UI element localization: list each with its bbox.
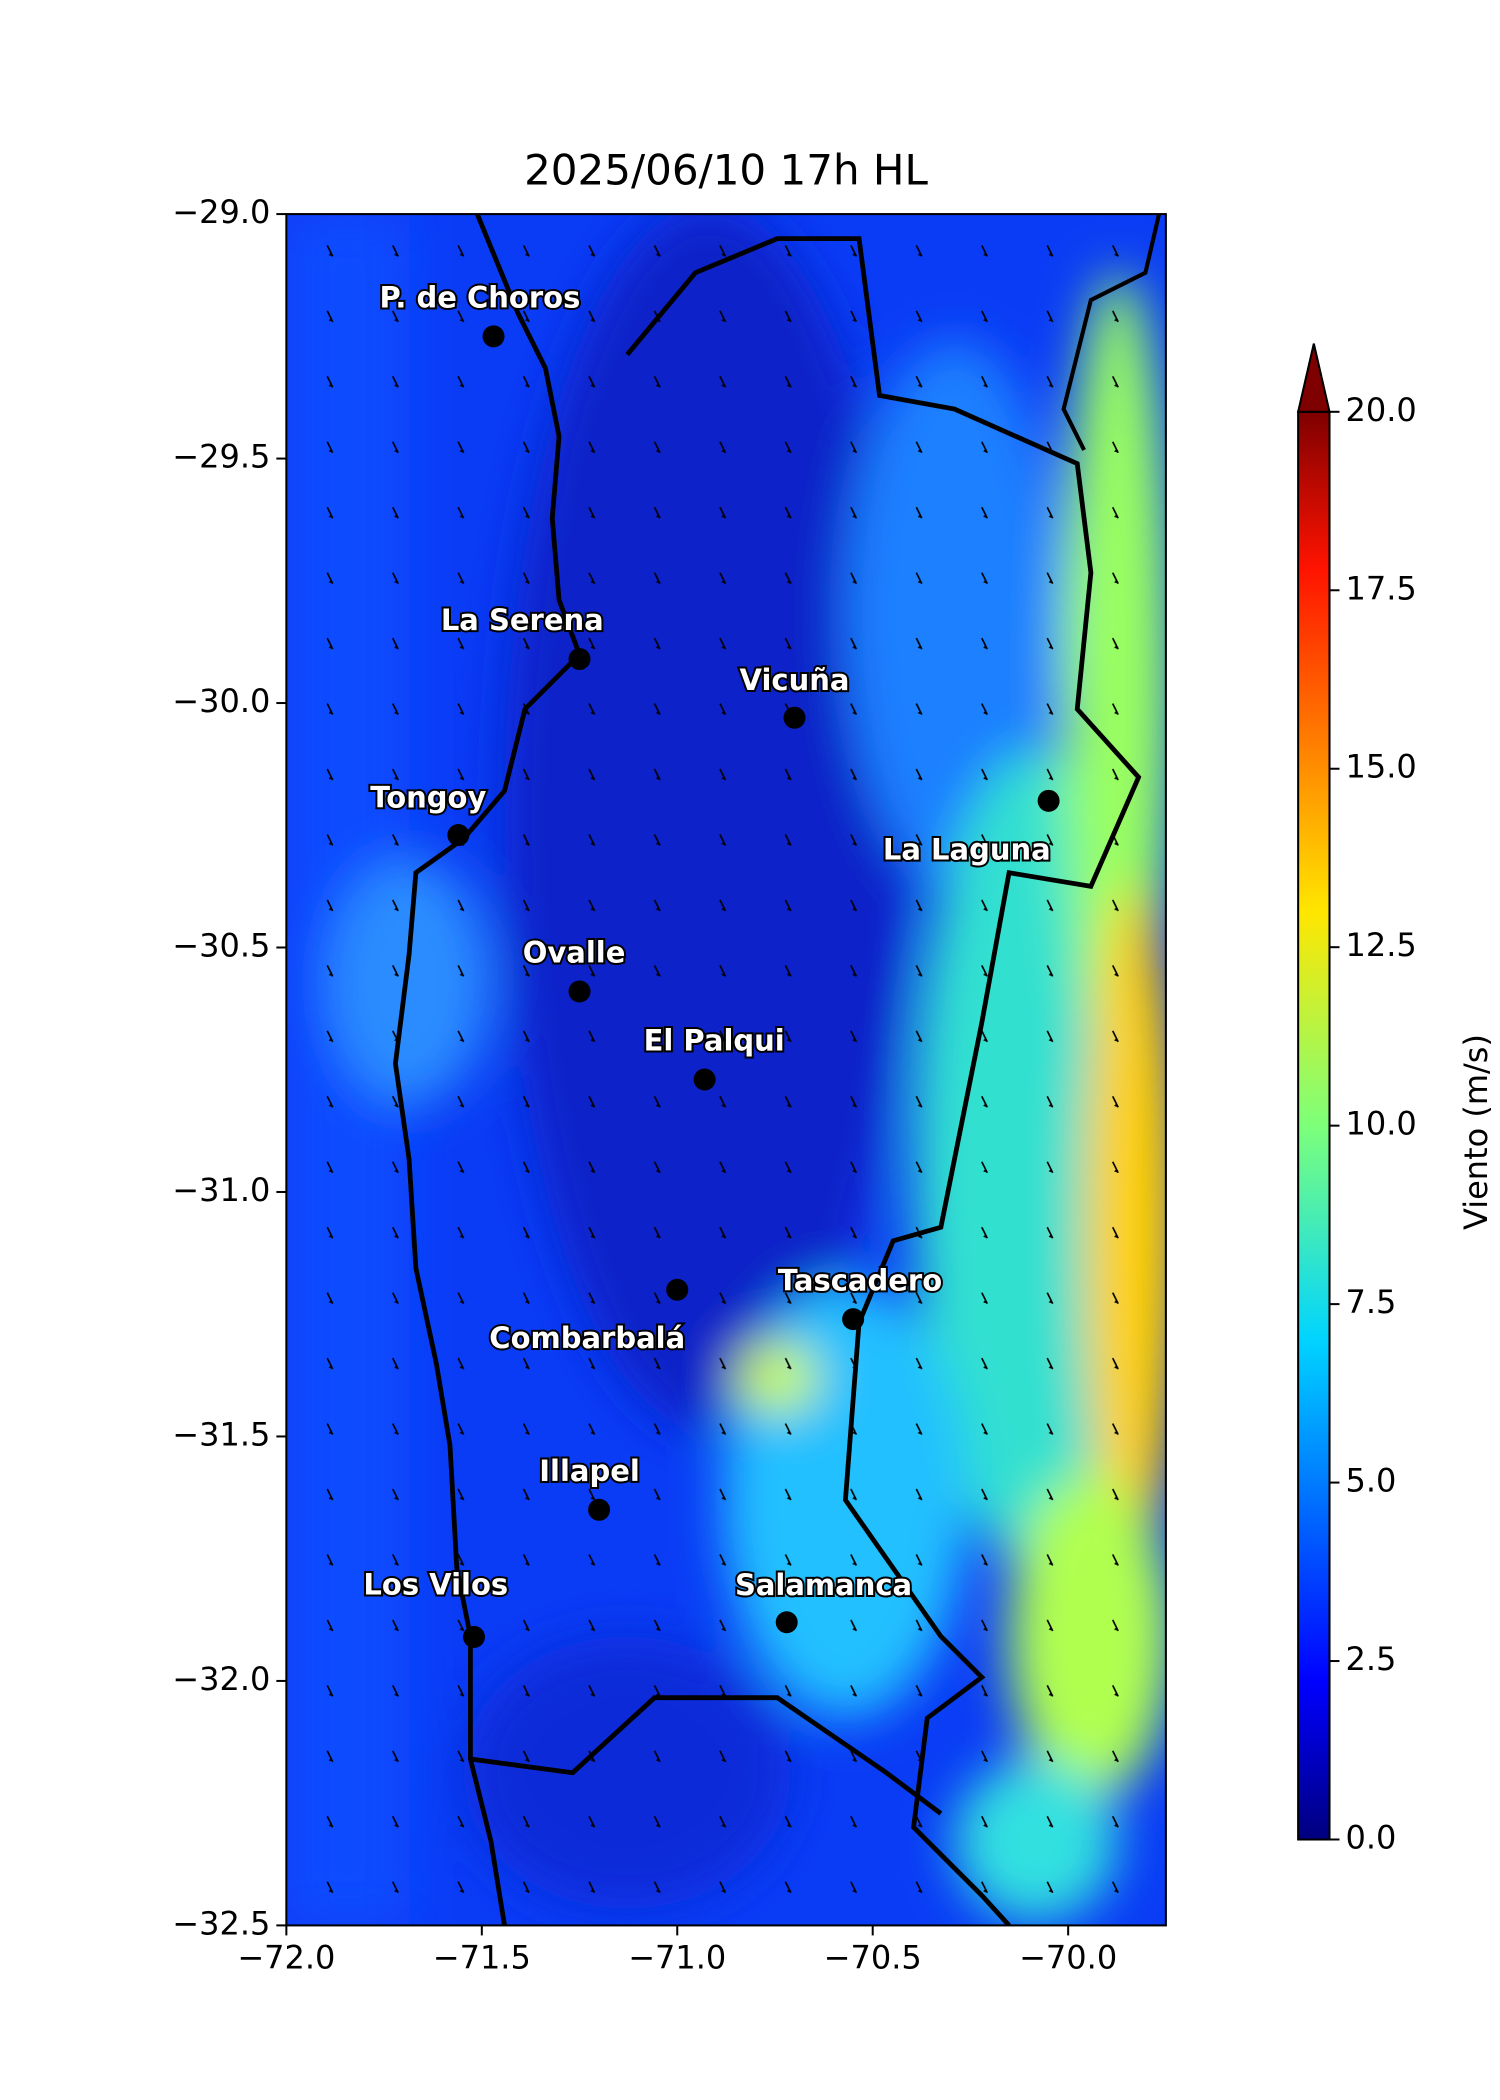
colorbar-label: Viento (m/s) — [1457, 1034, 1495, 1230]
colorbar-tick-label: 17.5 — [1346, 569, 1417, 607]
city-label: Vicuña — [740, 663, 850, 697]
city-marker — [842, 1308, 865, 1331]
y-tick-label: −29.5 — [172, 438, 270, 476]
city-marker — [1037, 789, 1060, 812]
city-label: Tongoy — [370, 781, 486, 815]
city-marker — [588, 1498, 611, 1521]
colorbar-tick-label: 10.0 — [1346, 1105, 1417, 1143]
colorbar-tick-label: 2.5 — [1346, 1640, 1397, 1678]
city-label: Illapel — [539, 1454, 640, 1488]
y-tick-label: −30.0 — [172, 682, 270, 720]
city-label: P. de Choros — [379, 281, 580, 315]
city-label: Salamanca — [735, 1568, 912, 1602]
city-marker — [783, 706, 806, 729]
city-marker — [462, 1625, 485, 1648]
x-tick-label: −71.5 — [433, 1938, 531, 1976]
colorbar-tick-label: 20.0 — [1346, 391, 1417, 429]
y-tick-label: −30.5 — [172, 927, 270, 965]
city-marker — [568, 648, 591, 671]
colorbar-tick-label: 7.5 — [1346, 1283, 1397, 1321]
y-tick-label: −31.5 — [172, 1415, 270, 1453]
x-tick-label: −70.5 — [824, 1938, 922, 1976]
y-tick-label: −29.0 — [172, 193, 270, 231]
y-tick-label: −31.0 — [172, 1171, 270, 1209]
city-label: El Palqui — [644, 1024, 785, 1058]
city-marker — [693, 1068, 716, 1091]
city-label: Tascadero — [778, 1263, 942, 1297]
city-marker — [568, 980, 591, 1003]
colorbar-tick-label: 0.0 — [1346, 1818, 1397, 1856]
x-tick-label: −71.0 — [628, 1938, 726, 1976]
colorbar-tick-label: 15.0 — [1346, 748, 1417, 786]
city-label: La Laguna — [883, 832, 1051, 866]
city-label: La Serena — [441, 603, 604, 637]
city-label: Los Vilos — [363, 1567, 508, 1601]
colorbar-tick-label: 12.5 — [1346, 926, 1417, 964]
city-label: Ovalle — [523, 936, 626, 970]
x-tick-label: −72.0 — [237, 1938, 335, 1976]
y-tick-label: −32.0 — [172, 1660, 270, 1698]
map-field — [285, 213, 1331, 1927]
city-marker — [775, 1611, 798, 1634]
city-marker — [447, 824, 470, 847]
chart-title: 2025/06/10 17h HL — [524, 146, 928, 195]
city-marker — [666, 1278, 689, 1301]
colorbar-tick-label: 5.0 — [1346, 1462, 1397, 1500]
city-label: Combarbalá — [489, 1321, 685, 1355]
y-tick-label: −32.5 — [172, 1904, 270, 1942]
city-marker — [482, 325, 505, 348]
x-tick-label: −70.0 — [1019, 1938, 1117, 1976]
